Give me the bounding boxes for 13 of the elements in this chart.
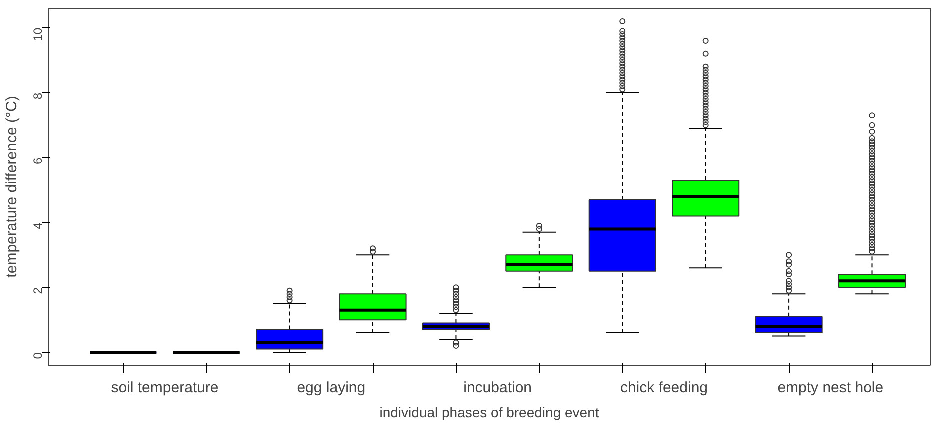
y-tick-label: 10 bbox=[31, 28, 45, 42]
x-tick-label: empty nest hole bbox=[778, 380, 884, 396]
x-tick-label: soil temperature bbox=[111, 380, 219, 396]
x-tick-label: incubation bbox=[464, 380, 532, 396]
y-tick-label: 6 bbox=[31, 157, 45, 164]
y-tick-label: 0 bbox=[31, 352, 45, 360]
x-tick-label: chick feeding bbox=[620, 380, 708, 396]
x-axis-title: individual phases of breeding event bbox=[380, 404, 600, 420]
x-tick-label: egg laying bbox=[297, 380, 366, 396]
y-axis-title: temperature difference (°C) bbox=[4, 96, 20, 278]
y-tick-label: 4 bbox=[31, 222, 45, 230]
y-tick-label: 2 bbox=[31, 287, 45, 294]
y-tick-label: 8 bbox=[31, 92, 45, 100]
